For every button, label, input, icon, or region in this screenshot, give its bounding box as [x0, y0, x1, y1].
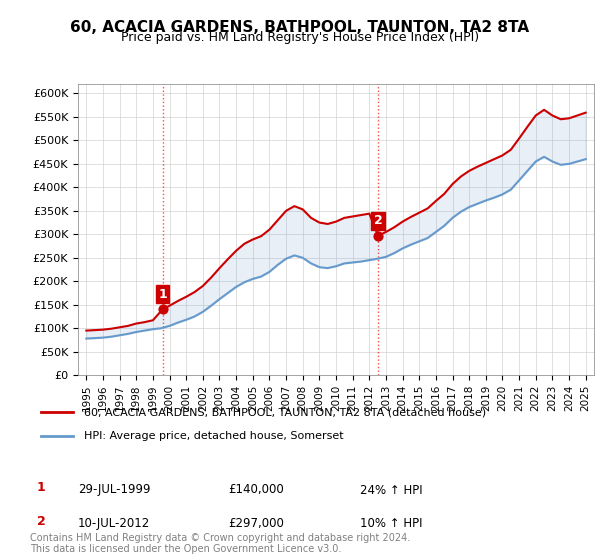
Text: 1: 1	[37, 481, 46, 494]
Text: 24% ↑ HPI: 24% ↑ HPI	[360, 483, 422, 497]
Point	[373, 231, 383, 240]
Text: HPI: Average price, detached house, Somerset: HPI: Average price, detached house, Some…	[84, 431, 344, 441]
Point	[158, 305, 167, 314]
Text: 29-JUL-1999: 29-JUL-1999	[78, 483, 151, 497]
Text: 10% ↑ HPI: 10% ↑ HPI	[360, 517, 422, 530]
Text: 1: 1	[158, 288, 167, 301]
Text: Price paid vs. HM Land Registry's House Price Index (HPI): Price paid vs. HM Land Registry's House …	[121, 31, 479, 44]
Text: 60, ACACIA GARDENS, BATHPOOL, TAUNTON, TA2 8TA (detached house): 60, ACACIA GARDENS, BATHPOOL, TAUNTON, T…	[84, 408, 486, 418]
Text: 2: 2	[374, 214, 382, 227]
Text: 60, ACACIA GARDENS, BATHPOOL, TAUNTON, TA2 8TA: 60, ACACIA GARDENS, BATHPOOL, TAUNTON, T…	[70, 20, 530, 35]
Text: £140,000: £140,000	[228, 483, 284, 497]
Text: 2: 2	[37, 515, 46, 528]
Text: Contains HM Land Registry data © Crown copyright and database right 2024.
This d: Contains HM Land Registry data © Crown c…	[30, 533, 410, 554]
Text: 10-JUL-2012: 10-JUL-2012	[78, 517, 150, 530]
Text: £297,000: £297,000	[228, 517, 284, 530]
